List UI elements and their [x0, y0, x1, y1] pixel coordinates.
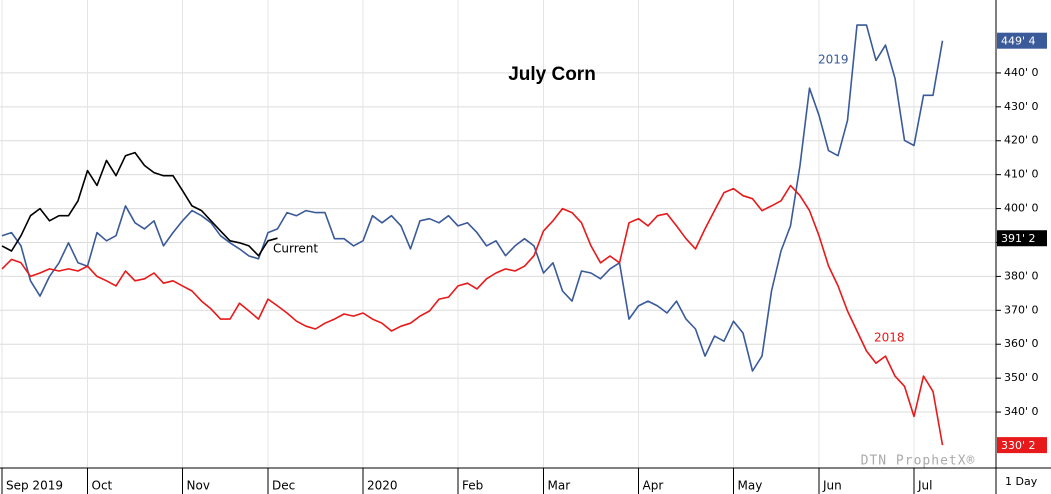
watermark: DTN ProphetX®	[861, 454, 976, 469]
end-label: 391' 2	[1001, 232, 1036, 245]
y-tick-label: 430' 0	[1004, 100, 1039, 113]
series-line	[1, 24, 944, 372]
x-tick-label: May	[738, 479, 763, 493]
x-tick-label: Sep 2019	[6, 479, 63, 493]
end-label-box	[997, 230, 1047, 247]
y-tick-label: 420' 0	[1004, 134, 1039, 147]
x-tick-label: Mar	[548, 479, 571, 493]
series-label: Current	[273, 242, 318, 256]
x-tick-label: Dec	[272, 479, 295, 493]
y-tick-label: 340' 0	[1004, 405, 1039, 418]
x-tick-label: Apr	[643, 479, 664, 493]
chart-title: July Corn	[508, 64, 596, 85]
end-label: 449' 4	[1001, 35, 1036, 48]
series-line	[1, 184, 944, 446]
y-tick-label: 360' 0	[1004, 337, 1039, 350]
y-tick-label: 350' 0	[1004, 371, 1039, 384]
end-label: 330' 2	[1001, 439, 1036, 452]
end-label-box	[997, 32, 1047, 49]
y-tick-label: 440' 0	[1004, 66, 1039, 79]
x-tick-label: Feb	[462, 479, 483, 493]
y-tick-label: 380' 0	[1004, 269, 1039, 282]
x-tick-label: 2020	[367, 479, 398, 493]
y-tick-label: 370' 0	[1004, 303, 1039, 316]
x-tick-label: Jul	[917, 479, 932, 493]
series-label: 2019	[818, 53, 849, 67]
x-tick-label: Nov	[187, 479, 210, 493]
y-tick-label: 400' 0	[1004, 202, 1039, 215]
series-line	[1, 151, 278, 257]
x-tick-label: Oct	[92, 479, 113, 493]
series-label: 2018	[874, 331, 905, 345]
end-label-box	[997, 437, 1047, 454]
y-tick-label: 410' 0	[1004, 168, 1039, 181]
period-label: 1 Day	[1005, 475, 1038, 488]
x-tick-label: Jun	[822, 479, 842, 493]
